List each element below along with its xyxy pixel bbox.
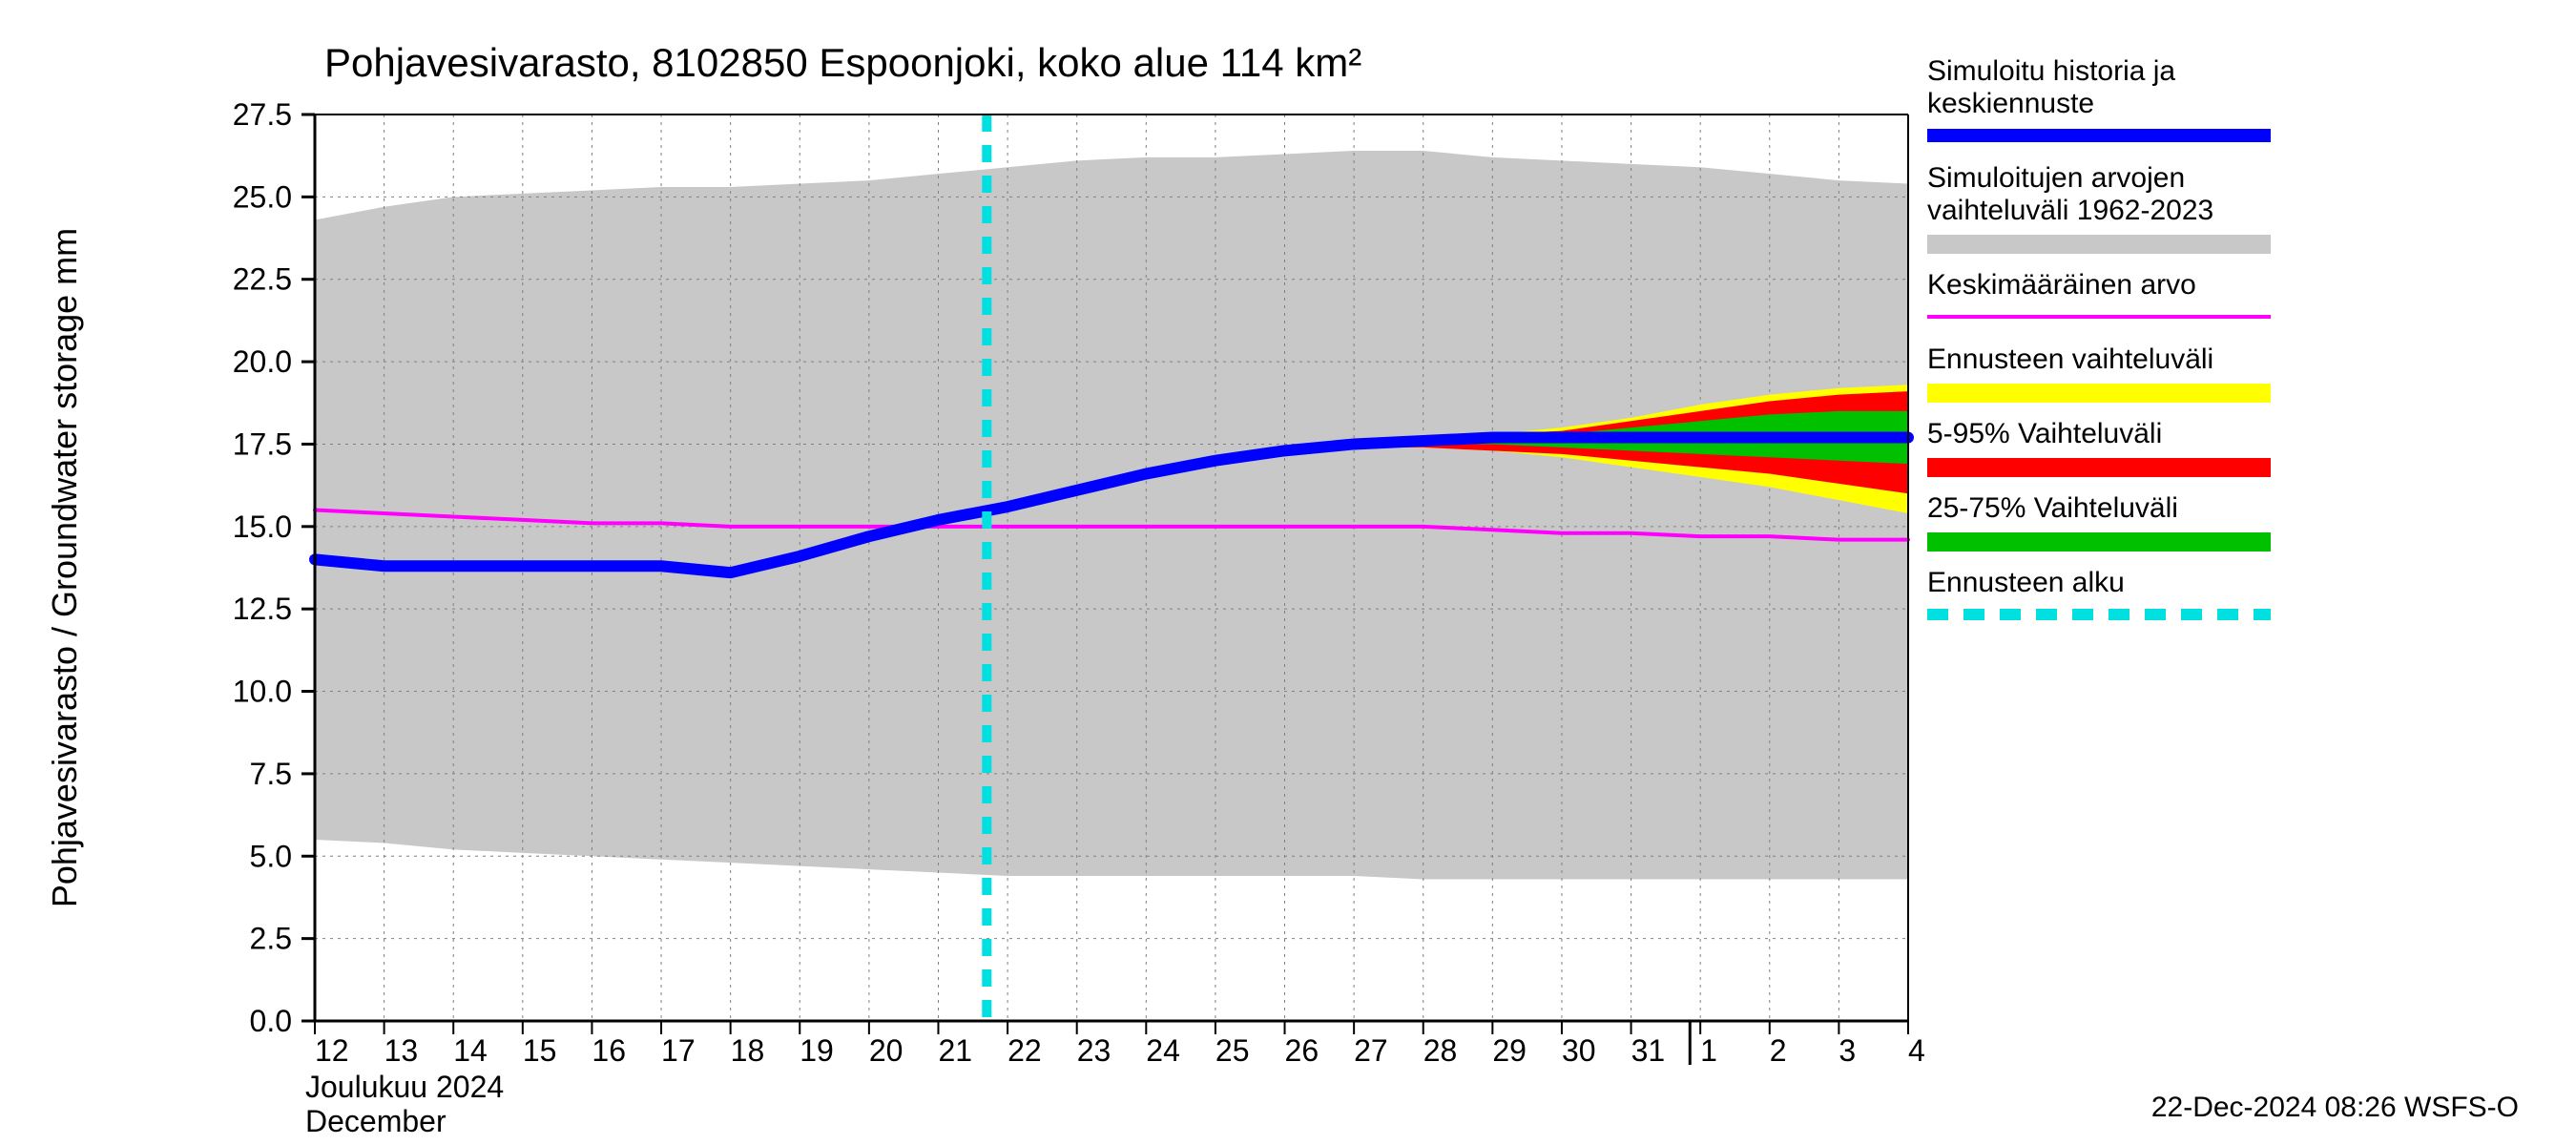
svg-text:25.0: 25.0 — [233, 179, 292, 214]
svg-text:18: 18 — [731, 1033, 765, 1068]
svg-text:27: 27 — [1354, 1033, 1388, 1068]
svg-text:10.0: 10.0 — [233, 675, 292, 709]
svg-text:3: 3 — [1839, 1033, 1856, 1068]
svg-text:17.5: 17.5 — [233, 427, 292, 461]
svg-text:26: 26 — [1285, 1033, 1319, 1068]
svg-text:30: 30 — [1562, 1033, 1596, 1068]
svg-text:15.0: 15.0 — [233, 510, 292, 544]
svg-text:16: 16 — [592, 1033, 626, 1068]
svg-text:Keskimääräinen arvo: Keskimääräinen arvo — [1927, 269, 2196, 301]
svg-text:5.0: 5.0 — [250, 839, 292, 873]
svg-text:19: 19 — [800, 1033, 834, 1068]
svg-text:28: 28 — [1423, 1033, 1458, 1068]
svg-text:13: 13 — [384, 1033, 419, 1068]
svg-text:1: 1 — [1700, 1033, 1717, 1068]
svg-text:22-Dec-2024 08:26 WSFS-O: 22-Dec-2024 08:26 WSFS-O — [2151, 1092, 2519, 1123]
svg-text:20: 20 — [869, 1033, 904, 1068]
svg-text:25-75% Vaihteluväli: 25-75% Vaihteluväli — [1927, 492, 2178, 524]
svg-text:15: 15 — [523, 1033, 557, 1068]
svg-text:Pohjavesivarasto / Groundwater: Pohjavesivarasto / Groundwater storage m… — [45, 228, 84, 907]
svg-text:12: 12 — [315, 1033, 349, 1068]
svg-text:2: 2 — [1770, 1033, 1787, 1068]
svg-text:Simuloitujen arvojen: Simuloitujen arvojen — [1927, 162, 2185, 194]
svg-text:23: 23 — [1077, 1033, 1111, 1068]
svg-text:22: 22 — [1008, 1033, 1042, 1068]
svg-text:24: 24 — [1146, 1033, 1180, 1068]
svg-text:5-95% Vaihteluväli: 5-95% Vaihteluväli — [1927, 418, 2162, 449]
svg-text:Pohjavesivarasto, 8102850 Espo: Pohjavesivarasto, 8102850 Espoonjoki, ko… — [324, 40, 1361, 85]
svg-text:4: 4 — [1908, 1033, 1925, 1068]
svg-text:21: 21 — [938, 1033, 972, 1068]
svg-text:22.5: 22.5 — [233, 262, 292, 297]
svg-text:keskiennuste: keskiennuste — [1927, 88, 2094, 119]
svg-text:31: 31 — [1631, 1033, 1666, 1068]
svg-text:7.5: 7.5 — [250, 757, 292, 791]
svg-text:25: 25 — [1215, 1033, 1250, 1068]
svg-text:14: 14 — [453, 1033, 488, 1068]
svg-text:Ennusteen vaihteluväli: Ennusteen vaihteluväli — [1927, 344, 2213, 375]
svg-text:20.0: 20.0 — [233, 344, 292, 379]
svg-text:29: 29 — [1492, 1033, 1527, 1068]
svg-text:Simuloitu historia ja: Simuloitu historia ja — [1927, 55, 2175, 87]
svg-text:17: 17 — [661, 1033, 696, 1068]
svg-text:Ennusteen alku: Ennusteen alku — [1927, 567, 2125, 598]
svg-text:27.5: 27.5 — [233, 97, 292, 132]
chart-svg: 0.0 2.5 5.0 7.5 10.0 12.5 15.0 17.5 20.0 22.5 25.0… — [0, 0, 2576, 1145]
svg-text:vaihteluväli 1962-2023: vaihteluväli 1962-2023 — [1927, 195, 2213, 226]
svg-text:December: December — [305, 1104, 447, 1138]
svg-text:12.5: 12.5 — [233, 592, 292, 626]
svg-text:Joulukuu 2024: Joulukuu 2024 — [305, 1070, 504, 1104]
svg-text:2.5: 2.5 — [250, 922, 292, 956]
svg-text:0.0: 0.0 — [250, 1004, 292, 1038]
chart-container: 0.0 2.5 5.0 7.5 10.0 12.5 15.0 17.5 20.0 22.5 25.0… — [0, 0, 2576, 1145]
